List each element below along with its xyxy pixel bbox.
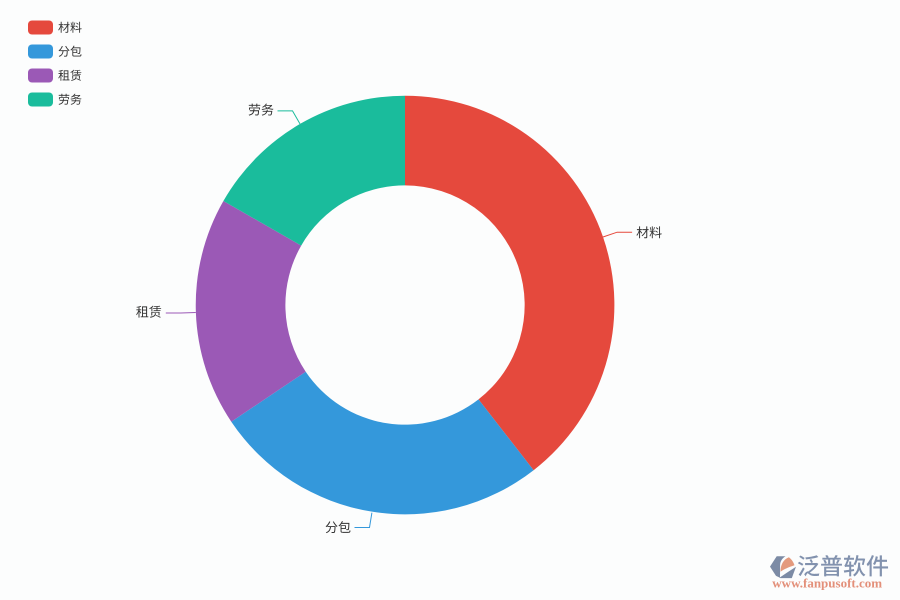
- svg-text:www.fanpusoft.com: www.fanpusoft.com: [772, 575, 882, 590]
